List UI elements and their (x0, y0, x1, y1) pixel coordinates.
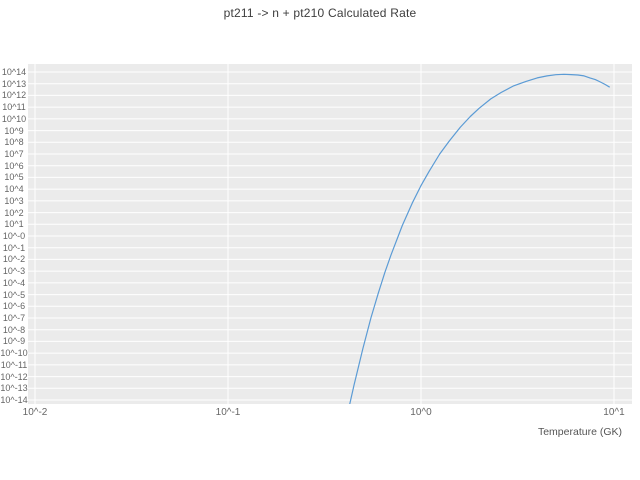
y-tick-label: 10^10 (1, 113, 27, 124)
y-tick-label: 10^3 (4, 195, 24, 206)
y-tick-label: 10^-4 (2, 277, 26, 288)
y-tick-label: 10^9 (4, 125, 24, 136)
y-tick-label: 10^-8 (2, 324, 26, 335)
y-tick-label: 10^5 (4, 172, 24, 183)
y-tick-label: 10^13 (1, 78, 27, 89)
chart-title: pt211 -> n + pt210 Calculated Rate (223, 6, 417, 20)
y-tick-label: 10^4 (4, 184, 24, 195)
rate-line (349, 73, 611, 404)
y-tick-label: 10^-7 (2, 313, 26, 323)
y-tick-label: 10^12 (1, 90, 27, 101)
y-tick-label: 10^-12 (0, 371, 28, 382)
y-tick-label: 10^-1 (2, 242, 26, 253)
y-tick-label: 10^11 (2, 102, 26, 113)
x-tick-label: 10^0 (410, 407, 432, 418)
y-tick-label: 10^-0 (2, 231, 26, 241)
y-tick-label: 10^-2 (2, 254, 26, 265)
y-tick-label: 10^-11 (0, 359, 28, 370)
y-tick-label: 10^-9 (2, 336, 26, 347)
y-tick-label: 10^-10 (0, 348, 28, 359)
x-axis-label: Temperature (GK) (537, 426, 622, 438)
plot-background (28, 64, 632, 404)
y-tick-label: 10^1 (4, 219, 24, 230)
x-tick-label: 10^1 (603, 407, 625, 418)
y-tick-label: 10^-5 (2, 289, 26, 300)
y-tick-label: 10^-14 (0, 395, 28, 405)
y-tick-label: 10^2 (4, 207, 24, 218)
x-tick-label: 10^-2 (22, 407, 48, 418)
y-tick-label: 10^7 (4, 149, 24, 159)
y-tick-label: 10^8 (4, 137, 24, 148)
y-tick-label: 10^-6 (2, 301, 26, 312)
y-tick-label: 10^6 (4, 160, 24, 171)
x-tick-label: 10^-1 (215, 407, 241, 418)
y-tick-label: 10^-13 (0, 383, 28, 394)
y-tick-label: 10^-3 (2, 266, 26, 277)
y-tick-label: 10^14 (1, 67, 27, 77)
